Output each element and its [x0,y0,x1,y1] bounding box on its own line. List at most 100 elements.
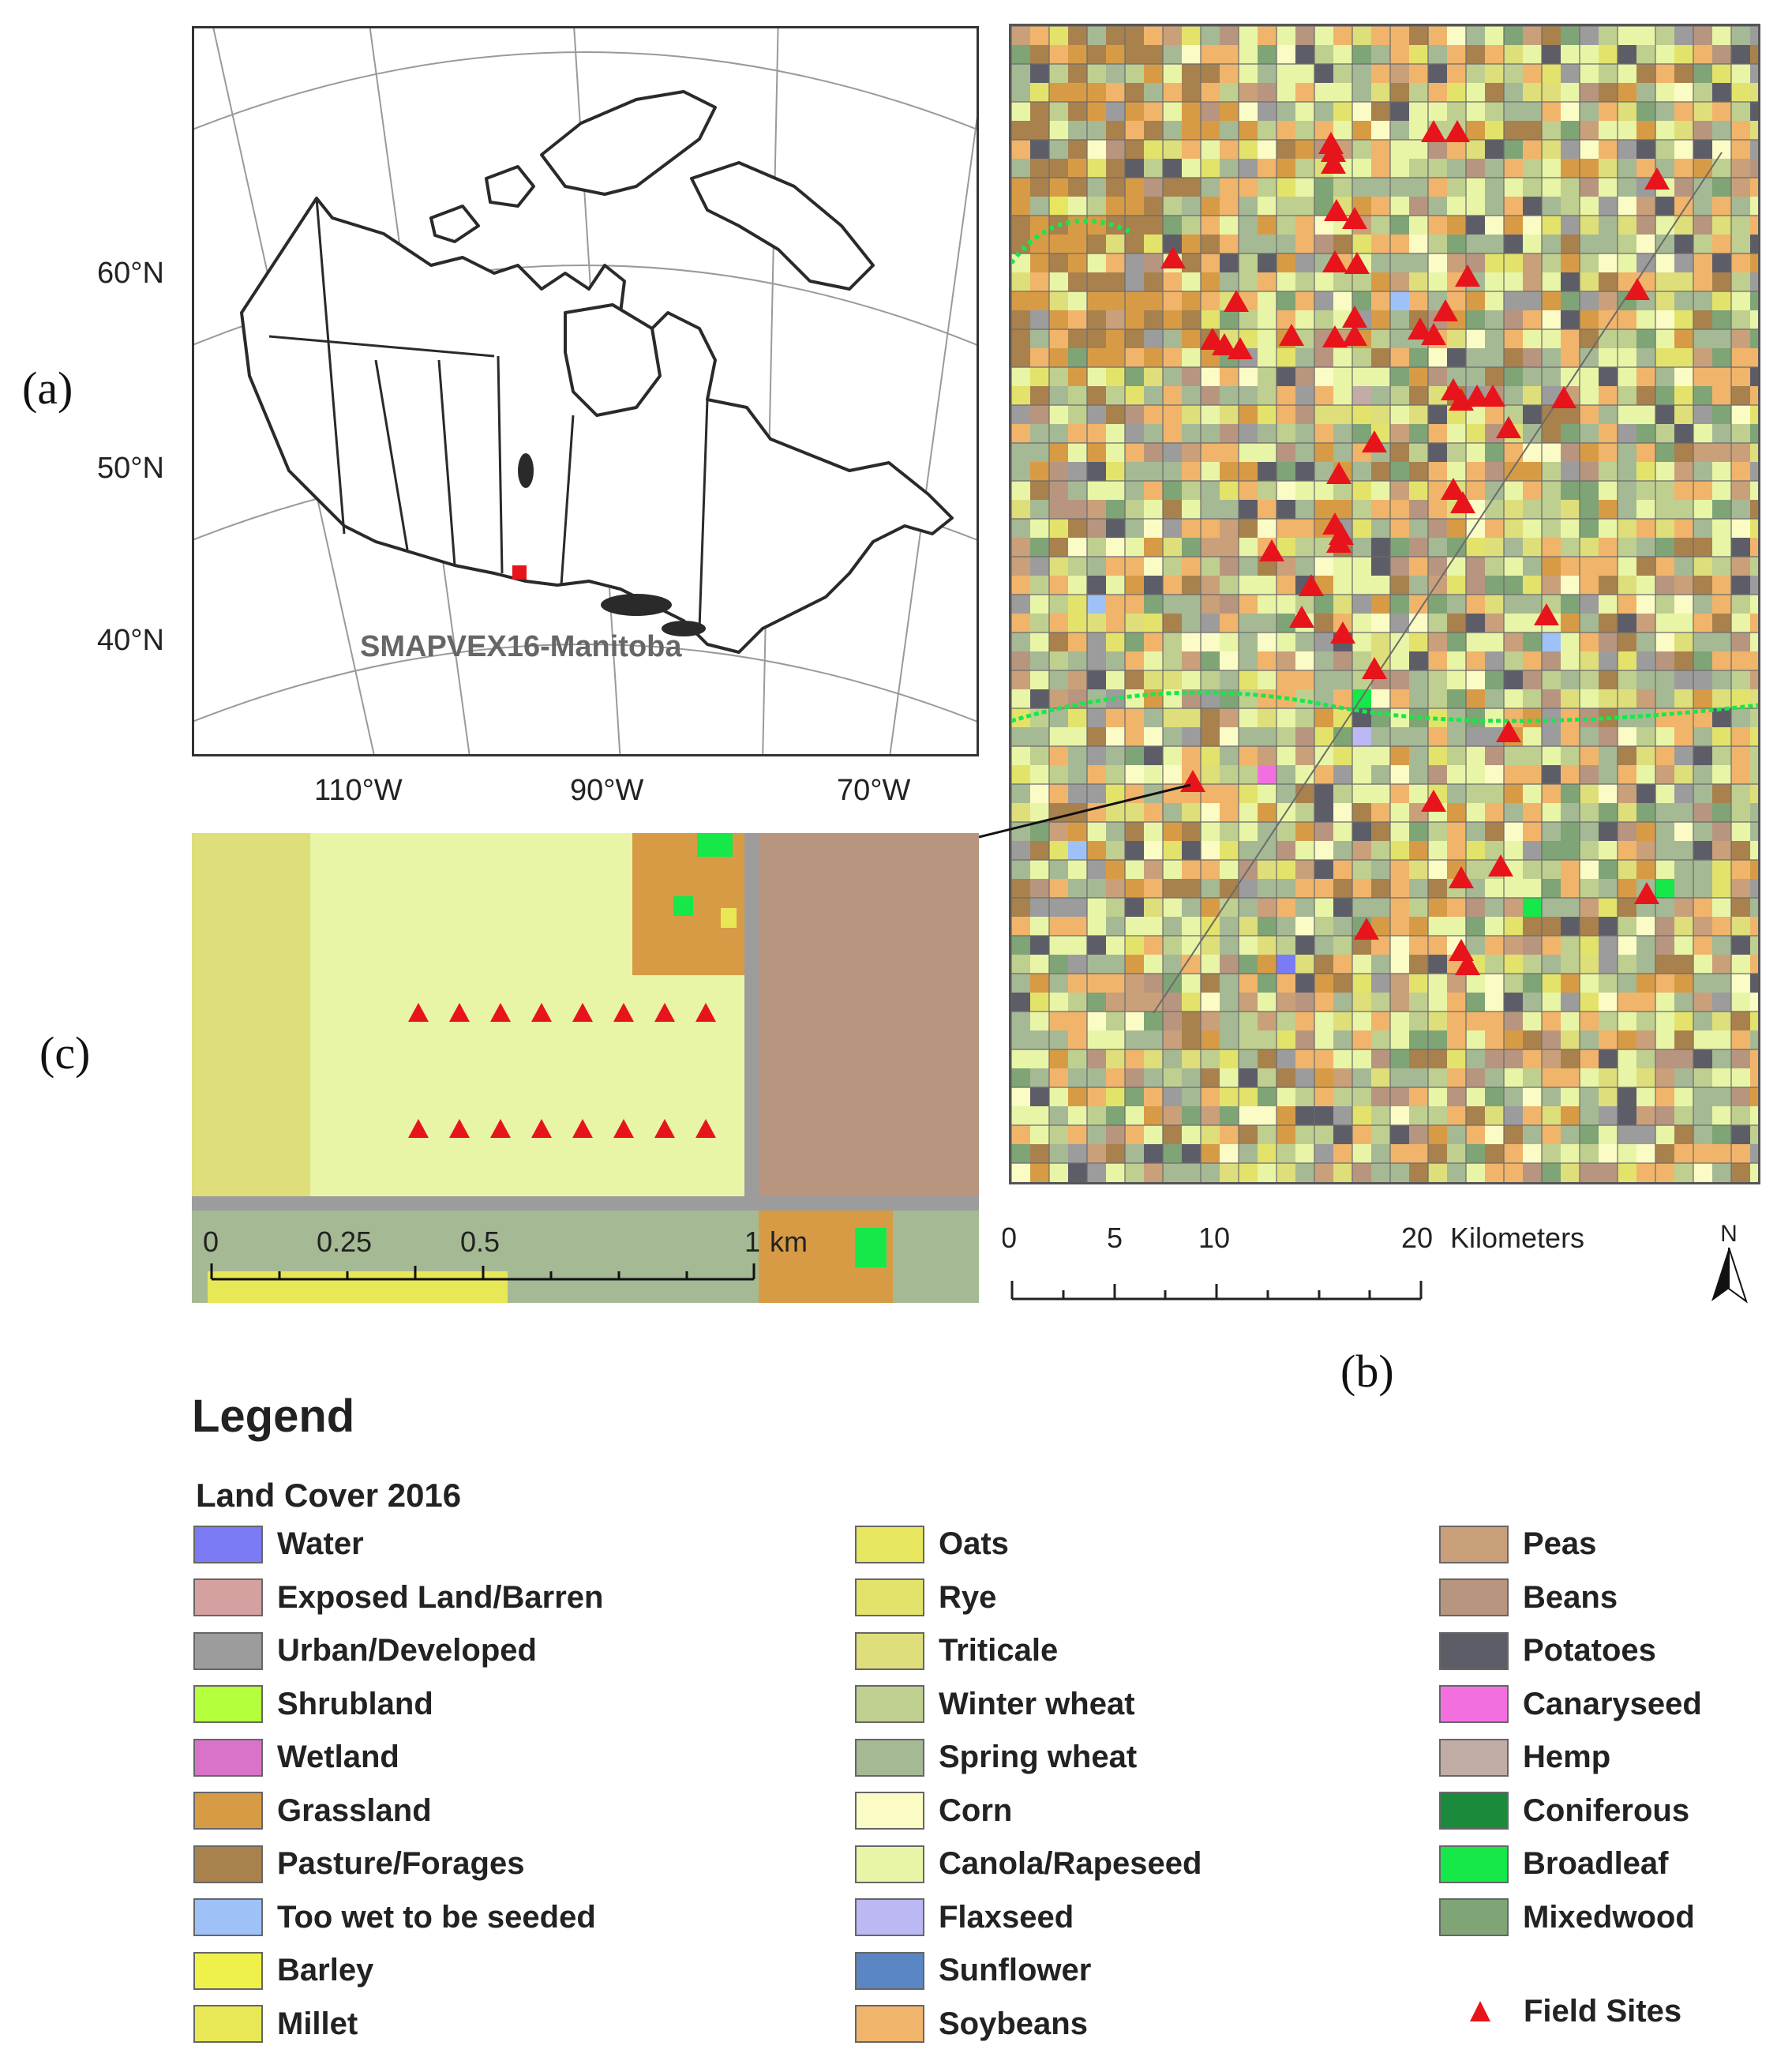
legend-swatch-canola-rapeseed [855,1845,924,1883]
hudson-bay [564,303,662,417]
legend-item-sunflower: Sunflower [855,1949,1091,1992]
zoom-field-site-marker [408,1003,429,1022]
legend-item-pasture-forages: Pasture/Forages [193,1842,524,1886]
zoom-scale-tick-0: 0 [203,1226,219,1258]
legend-label-broadleaf: Broadleaf [1523,1846,1669,1881]
border-alberta-sask [437,359,456,566]
regional-scale-tick-20: 20 [1401,1222,1433,1254]
legend-swatch-coniferous [1439,1792,1509,1830]
field-site-marker [1322,250,1348,272]
lakes-group [518,453,706,636]
arctic-island-baffin [690,161,875,291]
legend-label-grassland: Grassland [277,1792,432,1828]
legend-item-canaryseed: Canaryseed [1439,1683,1702,1726]
zoom-field-site-marker [531,1119,552,1138]
legend-label-beans: Beans [1523,1579,1618,1615]
zoom-scale-tick-025: 0.25 [317,1226,372,1258]
field-site-marker [1551,386,1576,408]
legend-swatch-soybeans [855,2005,924,2043]
legend-label-mixedwood: Mixedwood [1523,1899,1695,1935]
graticule-latitude-40 [194,644,977,723]
border-ontario-quebec [698,399,709,629]
legend-label-flaxseed: Flaxseed [939,1899,1074,1935]
lat-label-60: 60°N [97,257,164,290]
zoom-field-site-marker [654,1003,675,1022]
zoom-scale-unit: km [770,1226,808,1258]
land-cover-map [1009,24,1760,1184]
field-site-marker [1450,491,1475,513]
zoom-field-site-marker [613,1003,634,1022]
graticule-meridian-80 [762,28,779,754]
field-site-marker [1496,416,1521,438]
field-site-marker [1342,324,1367,346]
legend-label-potatoes: Potatoes [1523,1633,1656,1668]
lon-label-110: 110°W [314,774,403,807]
land-cover-mosaic [1011,26,1758,1182]
canada-map-graphic: SMAPVEX16-Manitoba [194,28,977,754]
regional-scale-tick-10: 10 [1198,1222,1230,1254]
legend-item-oats: Oats [855,1522,1009,1566]
field-site-marker [1488,854,1513,876]
field-site-marker [1321,140,1346,162]
field-site-marker [1322,325,1348,347]
legend-swatch-barley [193,1951,263,1990]
zoom-field-site-marker [531,1003,552,1022]
field-site-marker [1342,306,1367,328]
legend-swatch-spring-wheat [855,1738,924,1777]
legend-label-urban-developed: Urban/Developed [277,1633,537,1668]
legend-swatch-water [193,1525,263,1563]
field-site-marker [1326,531,1351,553]
grassland-patch [632,833,759,975]
field-site-marker [1342,207,1367,229]
legend-item-beans: Beans [1439,1576,1618,1620]
graticule-latitude-60 [194,265,977,346]
lon-label-70: 70°W [837,774,911,807]
zoom-field-site-marker [490,1003,511,1022]
field-site-marker [1362,657,1387,679]
field-site-marker [1224,290,1249,312]
legend-item-flaxseed: Flaxseed [855,1896,1074,1939]
legend-swatch-peas [1439,1525,1509,1563]
legend-swatch-corn [855,1792,924,1830]
river-corridor [1011,690,1758,723]
road-vertical [744,833,759,1275]
legend-swatch-sunflower [855,1951,924,1990]
lon-label-90: 90°W [570,774,644,807]
legend-label-rye: Rye [939,1579,997,1615]
legend-item-exposed-land-barren: Exposed Land/Barren [193,1576,603,1620]
field-site-triangle-icon [1470,2000,1490,2021]
north-arrow-icon: N [1711,1221,1748,1304]
legend-swatch-mixedwood [1439,1898,1509,1936]
field-site-marker [1279,324,1304,346]
legend-item-coniferous: Coniferous [1439,1789,1689,1833]
field-zoom-graphic: 0 0.25 0.5 1 km [192,833,979,1303]
graticule-latitude-70 [194,51,977,130]
legend-label-too-wet-to-be-seeded: Too wet to be seeded [277,1899,596,1935]
legend-swatch-winter-wheat [855,1685,924,1723]
legend-item-corn: Corn [855,1789,1012,1833]
legend-item-hemp: Hemp [1439,1736,1610,1779]
field-site-marker [1455,953,1480,975]
field-site-marker [1326,462,1351,484]
legend-swatch-canaryseed [1439,1685,1509,1723]
field-sites-label: Field Sites [1524,1994,1682,2029]
canada-locator-map: SMAPVEX16-Manitoba [192,26,979,756]
legend-label-coniferous: Coniferous [1523,1792,1690,1828]
legend-item-shrubland: Shrubland [193,1683,433,1726]
legend-swatch-triticale [855,1631,924,1670]
field-site-marker [1421,790,1446,812]
lat-label-50: 50°N [97,452,164,485]
arctic-island-large [540,90,717,196]
legend-label-water: Water [277,1526,364,1561]
regional-scale-tick-0: 0 [1003,1222,1017,1254]
legend-item-field-sites: Field Sites [1453,1990,1681,2033]
legend-swatch-broadleaf [1439,1845,1509,1883]
panel-letter-a: (a) [22,362,73,414]
field-site-marker [1441,478,1466,500]
zoom-field-site-marker [613,1119,634,1138]
connector-line [979,783,1191,839]
field-site-marker [1228,337,1253,359]
legend-swatch-beans [1439,1578,1509,1616]
legend-item-triticale: Triticale [855,1629,1058,1672]
legend-label-peas: Peas [1523,1526,1597,1561]
